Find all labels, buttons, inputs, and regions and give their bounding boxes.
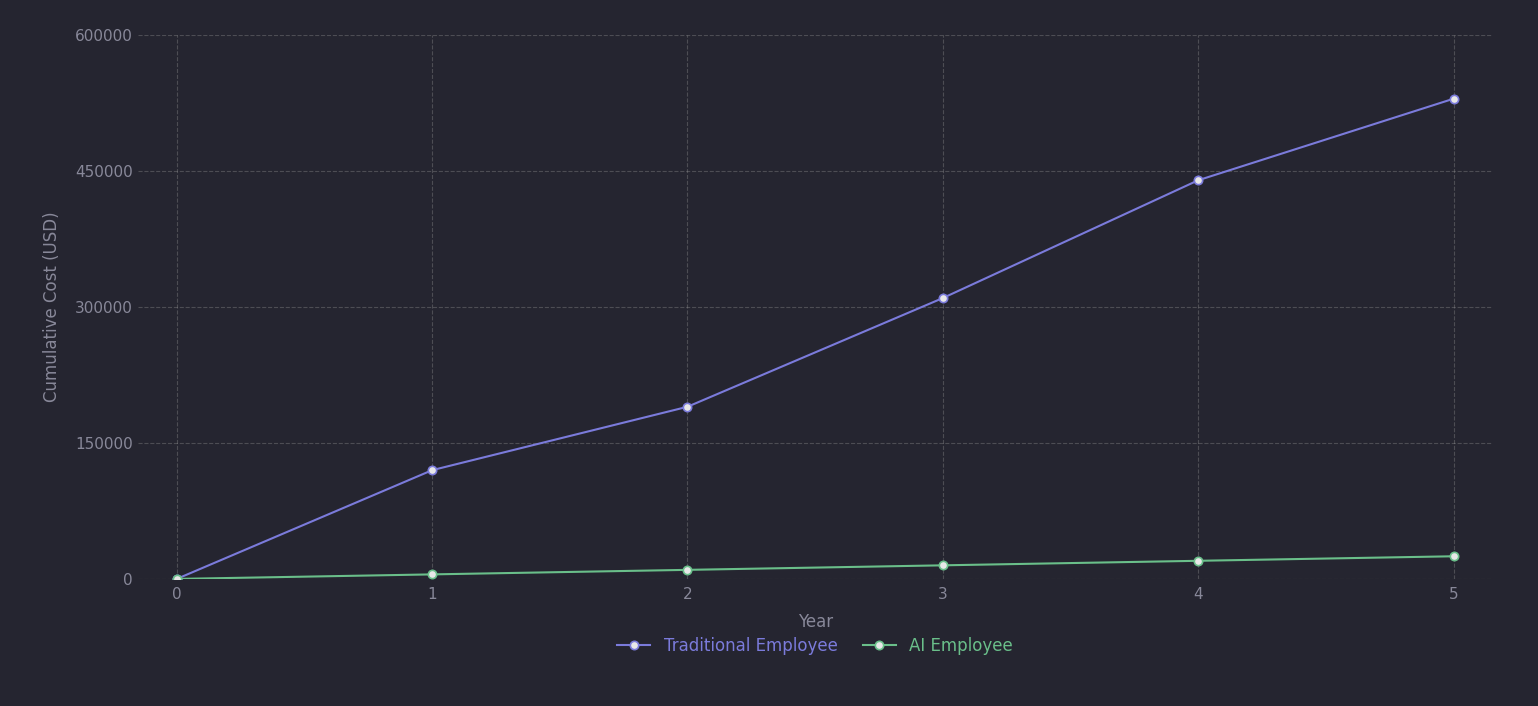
Traditional Employee [168, 575, 186, 583]
AI Employee [423, 570, 441, 579]
Line: AI Employee: AI Employee [172, 552, 1458, 583]
Traditional Employee [678, 402, 697, 411]
Traditional Employee [423, 466, 441, 474]
AI Employee [168, 575, 186, 583]
X-axis label: Year: Year [798, 614, 832, 631]
Traditional Employee [1444, 95, 1463, 103]
Line: Traditional Employee: Traditional Employee [172, 95, 1458, 583]
Legend: Traditional Employee, AI Employee: Traditional Employee, AI Employee [609, 628, 1021, 663]
Traditional Employee [934, 294, 952, 302]
AI Employee [1444, 552, 1463, 561]
Y-axis label: Cumulative Cost (USD): Cumulative Cost (USD) [43, 212, 62, 402]
AI Employee [1189, 556, 1207, 565]
AI Employee [934, 561, 952, 570]
AI Employee [678, 566, 697, 574]
Traditional Employee [1189, 176, 1207, 184]
